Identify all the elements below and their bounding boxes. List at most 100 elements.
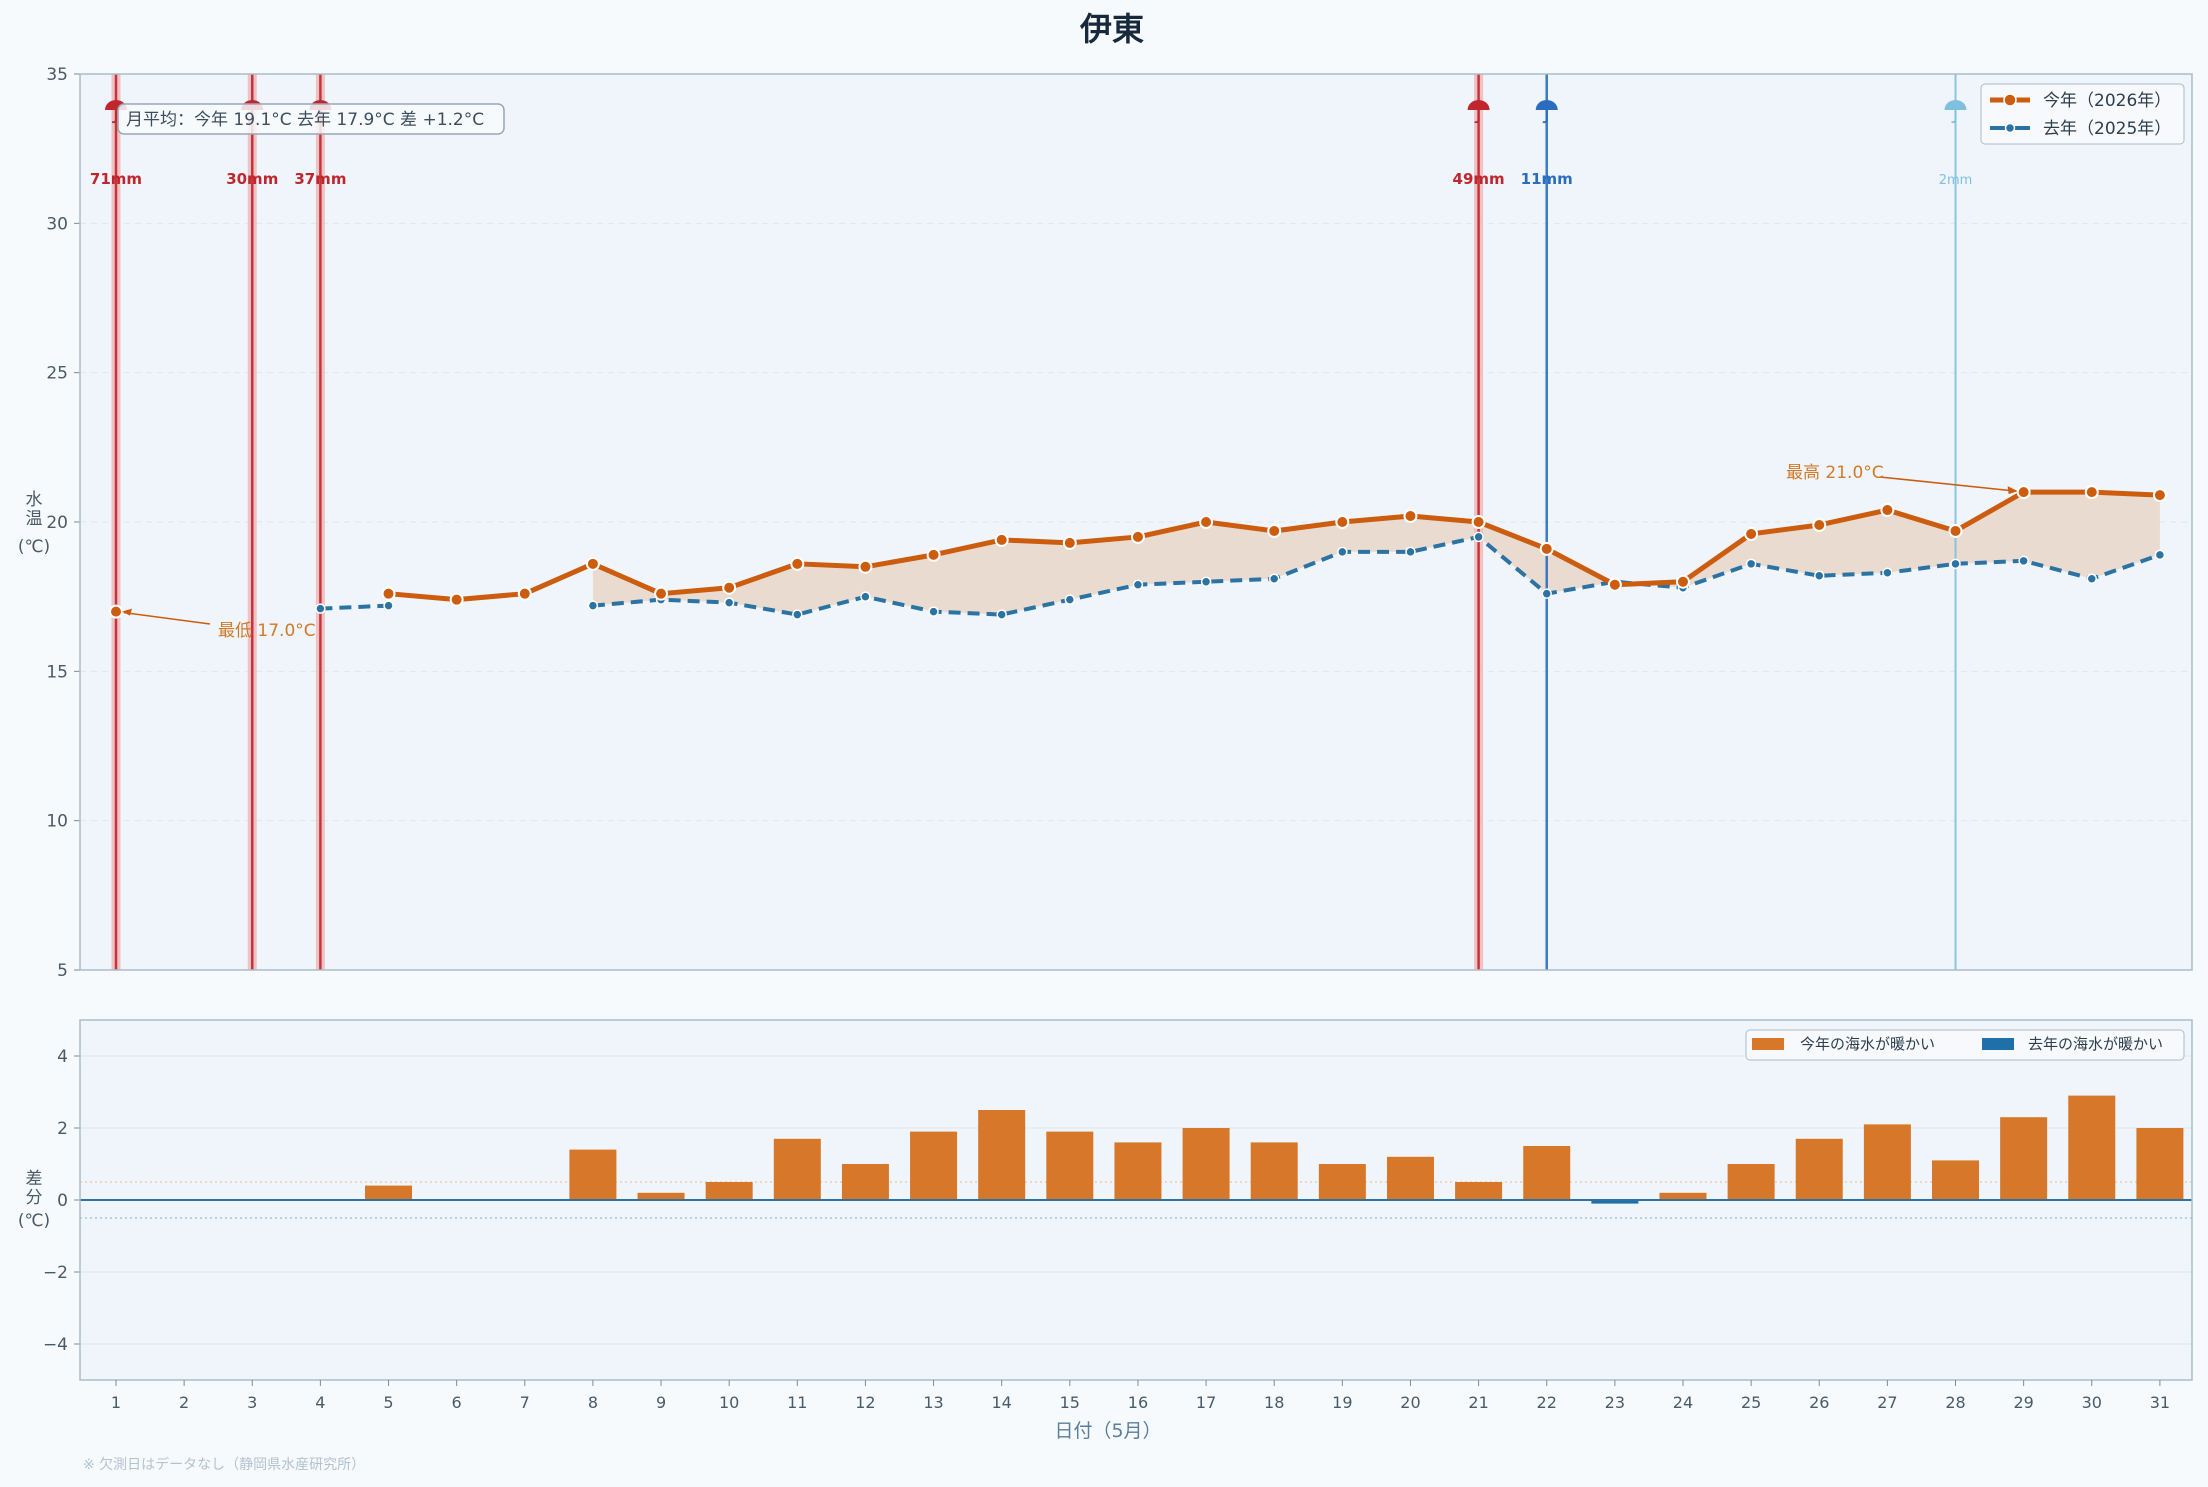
- data-point-current: [1403, 509, 1418, 524]
- legend-marker: [2003, 93, 2017, 107]
- data-point-previous: [1473, 531, 1484, 543]
- y-tick-label: 20: [46, 513, 68, 533]
- annotation-arrow: [1879, 476, 2016, 492]
- x-tick-label: 23: [1605, 1393, 1625, 1412]
- data-point-current: [517, 586, 532, 601]
- difference-bar: [2068, 1095, 2116, 1200]
- data-point-current: [926, 547, 941, 562]
- difference-bar: [569, 1149, 617, 1200]
- x-tick-label: 18: [1264, 1393, 1284, 1412]
- difference-bar: [705, 1182, 753, 1200]
- difference-bar: [1523, 1146, 1571, 1200]
- y-axis-label: 水: [26, 490, 43, 510]
- data-point-previous: [2018, 555, 2029, 567]
- annotation-arrowhead: [2007, 486, 2018, 495]
- difference-bar: [2136, 1128, 2184, 1200]
- data-point-current: [381, 586, 396, 601]
- data-point-current: [109, 604, 123, 619]
- y-tick-label: 30: [46, 214, 68, 234]
- data-point-previous: [792, 609, 803, 620]
- x-tick-label: 24: [1673, 1393, 1693, 1412]
- x-axis-label: 日付（5月）: [1054, 1420, 1161, 1442]
- y-tick-label: 10: [46, 812, 68, 832]
- difference-bar: [637, 1192, 685, 1200]
- data-point-previous: [2154, 549, 2166, 561]
- difference-bar: [773, 1138, 821, 1200]
- x-tick-label: 15: [1060, 1393, 1080, 1412]
- data-point-previous: [723, 597, 735, 608]
- difference-fill: [592, 492, 2160, 615]
- data-point-previous: [1064, 594, 1076, 605]
- umbrella-handle: [1951, 110, 1957, 124]
- x-tick-label: 14: [992, 1393, 1012, 1412]
- data-point-current: [790, 556, 805, 571]
- data-point-previous: [315, 603, 326, 614]
- data-point-previous: [1405, 546, 1416, 558]
- legend-marker: [2004, 122, 2016, 134]
- y-axis-label: 差: [26, 1169, 43, 1189]
- data-point-current: [449, 592, 464, 607]
- monthly-average-box: [117, 103, 505, 135]
- x-tick-label: 30: [2082, 1393, 2102, 1412]
- x-tick-label: 3: [247, 1393, 257, 1412]
- data-point-previous: [1541, 588, 1552, 599]
- y-tick-label: 2: [57, 1119, 68, 1139]
- rain-amount-label: 11mm: [1521, 170, 1573, 188]
- data-point-current: [1335, 515, 1350, 529]
- x-tick-label: 10: [719, 1393, 739, 1412]
- x-tick-label: 4: [315, 1393, 325, 1412]
- umbrella-icon: [1535, 100, 1558, 124]
- data-point-current: [1267, 523, 1282, 538]
- y-axis-label: 温: [26, 509, 43, 529]
- data-point-previous: [860, 591, 871, 602]
- difference-bar: [1250, 1142, 1298, 1200]
- x-tick-label: 7: [520, 1393, 530, 1412]
- data-point-previous: [1268, 573, 1280, 584]
- annotation-arrow: [123, 611, 211, 625]
- legend-label: 今年の海水が暖かい: [1800, 1035, 1935, 1053]
- x-tick-label: 13: [923, 1393, 943, 1412]
- x-tick-label: 2: [179, 1393, 189, 1412]
- x-tick-label: 22: [1537, 1393, 1557, 1412]
- annotation-min: 最低 17.0°C: [218, 621, 316, 641]
- x-tick-label: 12: [855, 1393, 875, 1412]
- y-tick-label: 35: [46, 65, 68, 85]
- data-point-previous: [996, 609, 1007, 620]
- data-point-current: [654, 586, 669, 601]
- difference-bar: [1795, 1138, 1843, 1200]
- difference-bar: [365, 1185, 413, 1200]
- difference-bar: [1455, 1182, 1503, 1200]
- x-tick-label: 28: [1945, 1393, 1965, 1412]
- data-point-previous: [1814, 570, 1825, 582]
- x-tick-label: 25: [1741, 1393, 1761, 1412]
- annotation-arrowhead: [122, 608, 132, 616]
- legend-label: 今年（2026年）: [2043, 91, 2171, 111]
- data-point-current: [1062, 535, 1077, 550]
- data-point-current: [1130, 529, 1145, 544]
- x-tick-label: 16: [1128, 1393, 1148, 1412]
- data-point-previous: [1950, 558, 1961, 570]
- difference-bar: [1659, 1192, 1707, 1200]
- temperature-panel: 5 10 15 20 25 30 35 水温 (℃) 71mm 30mm 37mm 49mm 11mm 2m…: [18, 65, 2193, 981]
- data-point-previous: [928, 606, 939, 617]
- x-tick-label: 31: [2150, 1393, 2170, 1412]
- data-point-current: [2152, 488, 2167, 503]
- umbrella-handle: [1542, 110, 1548, 124]
- y-tick-label: −2: [43, 1263, 68, 1283]
- y-tick-label: 0: [57, 1191, 68, 1211]
- umbrella-icon: [1944, 100, 1967, 124]
- x-tick-label: 6: [452, 1393, 462, 1412]
- data-point-previous: [587, 600, 599, 611]
- rain-amount-label: 71mm: [90, 170, 142, 188]
- data-point-current: [1948, 523, 1963, 538]
- umbrella-canopy: [1944, 100, 1967, 110]
- legend-swatch-negative: [1982, 1038, 2014, 1050]
- data-point-current: [858, 559, 873, 574]
- data-point-current: [2084, 485, 2099, 500]
- x-tick-label: 1: [111, 1393, 121, 1412]
- difference-bar: [1932, 1160, 1980, 1200]
- data-point-previous: [1132, 579, 1144, 590]
- chart-title: 伊東: [1079, 10, 1144, 48]
- data-point-current: [722, 580, 737, 595]
